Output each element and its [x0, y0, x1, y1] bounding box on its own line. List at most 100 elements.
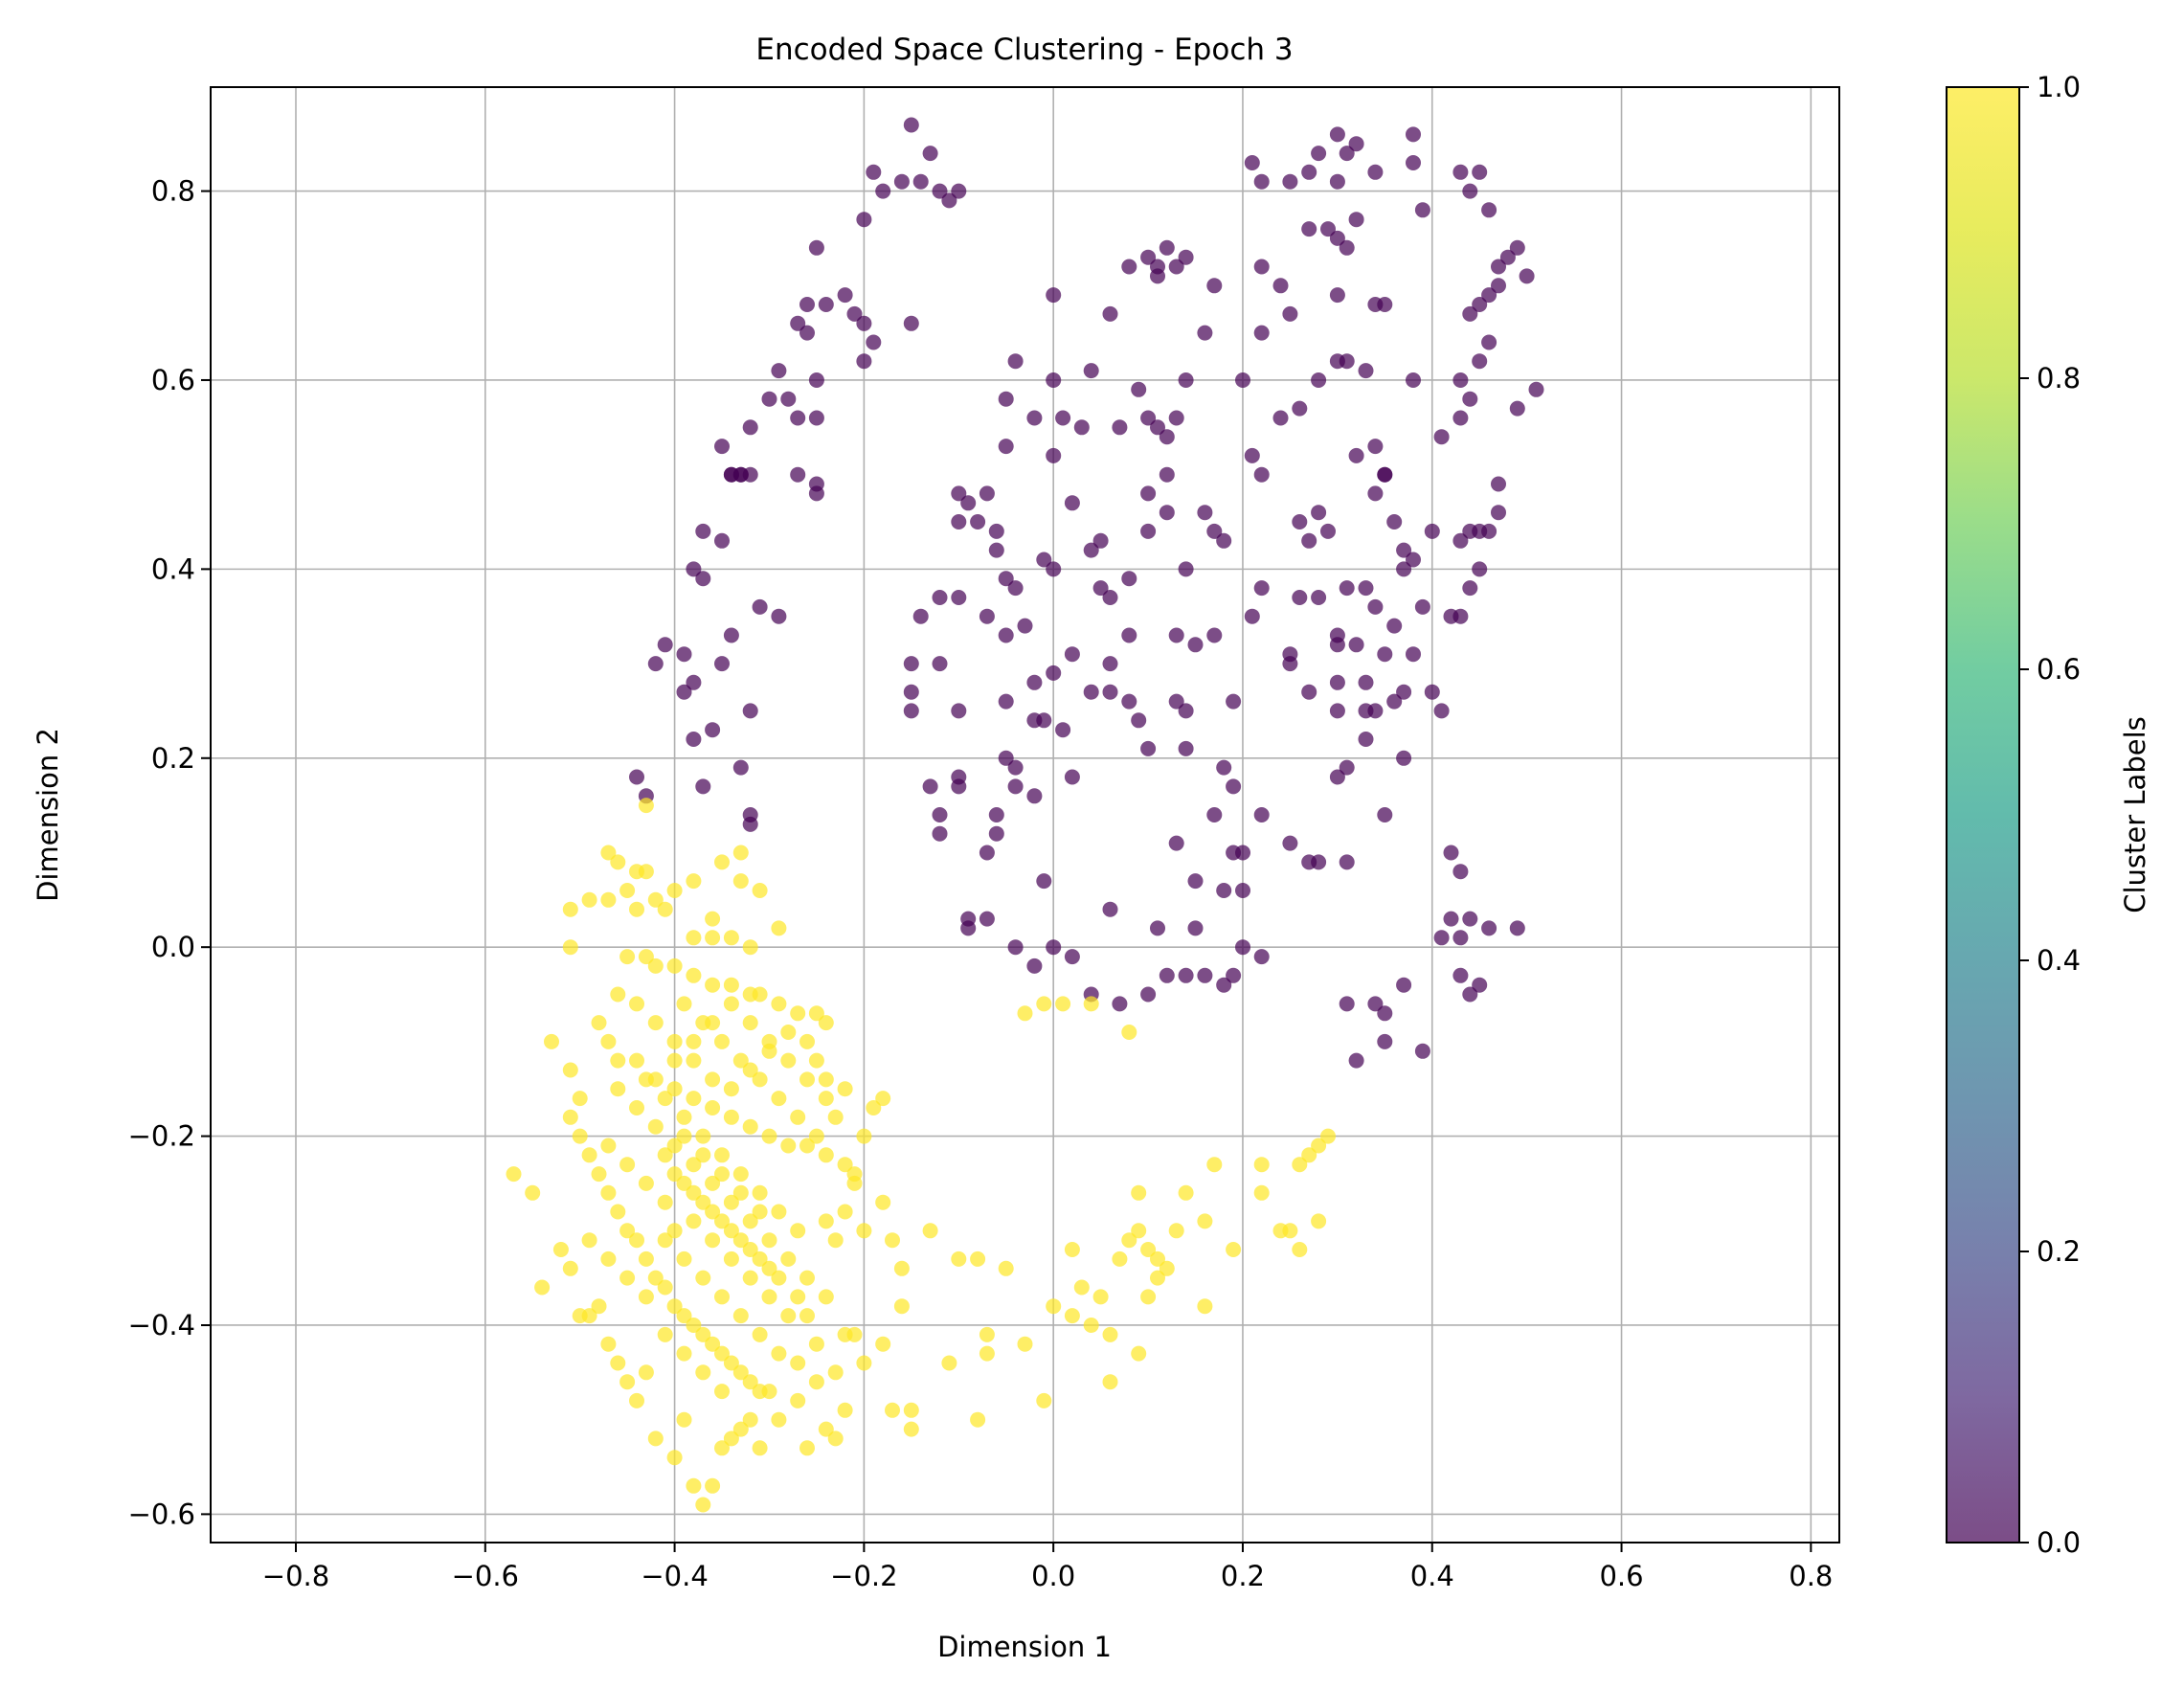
data-point-cluster-0 [1168, 835, 1184, 851]
data-point-cluster-1 [647, 1431, 664, 1447]
data-point-cluster-0 [998, 391, 1014, 407]
data-point-cluster-0 [1472, 977, 1488, 993]
data-point-cluster-0 [1073, 419, 1090, 436]
data-point-cluster-0 [1367, 598, 1384, 615]
data-point-cluster-1 [705, 1175, 721, 1191]
data-point-cluster-1 [970, 1251, 986, 1267]
y-tick-label: 0.4 [151, 552, 195, 585]
data-point-cluster-0 [1348, 136, 1364, 152]
data-point-cluster-0 [1320, 221, 1336, 237]
data-point-cluster-0 [960, 920, 977, 936]
data-point-cluster-1 [695, 1128, 711, 1144]
data-point-cluster-0 [1462, 911, 1478, 927]
data-point-cluster-1 [723, 1431, 739, 1447]
data-point-cluster-1 [856, 1128, 872, 1144]
data-point-cluster-1 [666, 1052, 683, 1069]
data-point-cluster-1 [562, 901, 578, 917]
data-point-cluster-0 [1377, 1033, 1393, 1049]
data-point-cluster-1 [676, 1175, 692, 1191]
data-point-cluster-1 [1253, 1157, 1270, 1173]
data-point-cluster-1 [600, 891, 617, 908]
data-point-cluster-0 [676, 684, 692, 700]
data-point-cluster-0 [1452, 967, 1469, 983]
data-point-cluster-0 [1348, 212, 1364, 228]
data-point-cluster-0 [686, 732, 702, 747]
data-point-cluster-1 [752, 1326, 768, 1342]
data-point-cluster-1 [534, 1279, 551, 1296]
data-point-cluster-0 [676, 646, 692, 663]
data-point-cluster-0 [1121, 571, 1137, 587]
data-point-cluster-0 [1329, 769, 1345, 785]
y-tick-label: −0.6 [128, 1498, 195, 1530]
data-point-cluster-0 [1339, 854, 1355, 870]
data-point-cluster-1 [705, 1015, 721, 1031]
data-point-cluster-0 [1386, 514, 1403, 530]
data-point-cluster-1 [676, 1411, 692, 1428]
data-point-cluster-0 [1216, 532, 1232, 549]
data-point-cluster-1 [752, 1071, 768, 1088]
data-point-cluster-1 [790, 1355, 806, 1371]
data-point-cluster-1 [657, 1091, 673, 1107]
data-point-cluster-0 [866, 164, 882, 180]
data-point-cluster-0 [1462, 305, 1478, 322]
y-tick-label: −0.2 [128, 1120, 195, 1153]
data-point-cluster-1 [581, 1147, 597, 1163]
x-tick-label: 0.2 [1221, 1560, 1265, 1592]
data-point-cluster-1 [723, 930, 739, 946]
data-point-cluster-0 [1187, 873, 1204, 890]
data-point-cluster-0 [1168, 410, 1184, 426]
data-point-cluster-1 [799, 1033, 815, 1049]
data-point-cluster-1 [808, 1336, 824, 1352]
data-point-cluster-0 [1235, 845, 1250, 861]
data-point-cluster-0 [1367, 164, 1384, 180]
data-point-cluster-1 [705, 977, 721, 993]
data-point-cluster-0 [1443, 911, 1459, 927]
data-point-cluster-1 [761, 1232, 777, 1249]
data-point-cluster-0 [893, 173, 910, 190]
data-point-cluster-1 [600, 845, 617, 861]
data-point-cluster-0 [1178, 372, 1194, 388]
data-point-cluster-0 [1472, 353, 1488, 370]
data-point-cluster-1 [629, 1052, 644, 1069]
data-point-cluster-0 [1282, 173, 1298, 190]
data-point-cluster-0 [1046, 372, 1062, 388]
data-point-cluster-1 [647, 891, 664, 908]
data-point-cluster-1 [808, 1052, 824, 1069]
chart-title: Encoded Space Clustering - Epoch 3 [755, 33, 1293, 67]
data-point-cluster-1 [827, 1364, 844, 1381]
data-point-cluster-0 [1046, 447, 1062, 463]
data-point-cluster-0 [912, 608, 929, 624]
data-point-cluster-0 [1083, 542, 1099, 558]
data-point-cluster-1 [657, 901, 673, 917]
data-point-cluster-1 [695, 1270, 711, 1286]
data-point-cluster-1 [799, 1308, 815, 1324]
data-point-cluster-0 [771, 363, 787, 379]
data-point-cluster-1 [562, 939, 578, 956]
data-point-cluster-1 [591, 1166, 607, 1183]
data-point-cluster-1 [581, 1308, 597, 1324]
data-point-cluster-1 [1073, 1279, 1090, 1296]
data-point-cluster-1 [780, 1052, 797, 1069]
data-point-cluster-0 [1187, 920, 1204, 936]
data-point-cluster-0 [1443, 845, 1459, 861]
data-point-cluster-1 [732, 1166, 749, 1183]
data-point-cluster-1 [657, 1326, 673, 1342]
data-point-cluster-1 [638, 1175, 654, 1191]
data-point-cluster-1 [591, 1298, 607, 1315]
data-point-cluster-0 [1197, 325, 1213, 341]
data-point-cluster-1 [723, 1355, 739, 1371]
x-tick-label: 0.8 [1789, 1560, 1833, 1592]
data-point-cluster-1 [771, 1411, 787, 1428]
data-point-cluster-1 [676, 1251, 692, 1267]
data-point-cluster-1 [827, 1109, 844, 1125]
data-point-cluster-0 [790, 410, 806, 426]
data-point-cluster-1 [705, 1232, 721, 1249]
data-point-cluster-1 [790, 1223, 806, 1239]
data-point-cluster-0 [1159, 429, 1175, 445]
data-point-cluster-1 [714, 1166, 730, 1183]
data-point-cluster-1 [714, 1147, 730, 1163]
data-point-cluster-1 [647, 1015, 664, 1031]
data-point-cluster-1 [705, 1071, 721, 1088]
data-point-cluster-1 [619, 1374, 636, 1390]
data-point-cluster-1 [742, 1213, 758, 1229]
